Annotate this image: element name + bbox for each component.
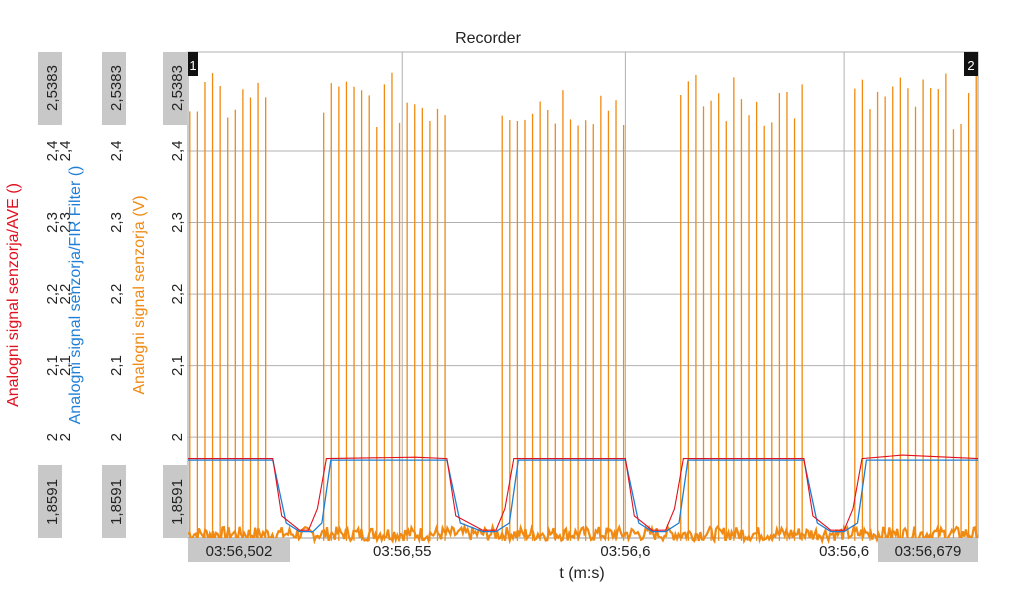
y-tick-label: 2,3: [57, 212, 74, 233]
x-axis-title: t (m:s): [559, 565, 604, 582]
signal-baseline: [187, 522, 978, 545]
plot-y-ticks: 2 2,1 2,2 2,3 2,4: [169, 141, 186, 442]
y-tick-label: 2,3: [169, 212, 186, 233]
y-tick-label: 2,2: [108, 284, 125, 305]
x-start-label: 03:56,502: [206, 543, 273, 560]
y-axis-signal: 2,5383 1,8591 2 2,1 2,2 2,3 2,4 Analogni sig…: [102, 52, 148, 538]
x-tick-label: 03:56,6: [819, 543, 869, 560]
y-axis-fir: 2 2,1 2,2 2,3 2,4 Analogni signal senzorja/F…: [57, 141, 84, 442]
y-tick-label: 2,2: [169, 284, 186, 305]
x-tick-label: 03:56,6: [600, 543, 650, 560]
y-axis-signal-min-box: [102, 465, 126, 538]
series-fir-line: [188, 459, 978, 533]
y-tick-label: 2,1: [108, 355, 125, 376]
y-axis-ave-max-box: [38, 52, 62, 125]
y-tick-label: 2,4: [44, 141, 61, 162]
y-axis-ave-ticks: 2 2,1 2,2 2,3 2,4: [44, 141, 61, 442]
y-axis-fir-ticks: 2 2,1 2,2 2,3 2,4: [57, 141, 74, 442]
cursor-left[interactable]: 1: [188, 52, 198, 76]
y-axis-ave-min-label: 1,8591: [44, 479, 61, 525]
chart-title: Recorder: [455, 30, 521, 47]
x-start-box: [188, 538, 290, 562]
y-axis-ave-title: Analogni signal senzorja/AVE (): [5, 183, 22, 407]
y-tick-label: 2: [108, 433, 125, 441]
y-tick-label: 2: [44, 433, 61, 441]
plot-y-min-box: [163, 465, 187, 538]
y-axis-signal-min-label: 1,8591: [108, 479, 125, 525]
y-tick-label: 2,2: [57, 284, 74, 305]
y-tick-label: 2,1: [57, 355, 74, 376]
y-tick-label: 2,4: [108, 141, 125, 162]
y-axis-signal-title: Analogni signal senzorja (V): [131, 195, 148, 394]
x-end-box: [878, 538, 978, 562]
plot-y-min-label: 1,8591: [169, 479, 186, 525]
y-tick-label: 2,4: [169, 141, 186, 162]
plot-area: [187, 51, 979, 539]
x-end-label: 03:56,679: [895, 543, 962, 560]
y-axis-ave-max-label: 2,5383: [44, 65, 61, 111]
plot-y-axis: 2,5383 1,8591 2 2,1 2,2 2,3 2,4: [163, 52, 187, 538]
y-tick-label: 2,1: [44, 355, 61, 376]
y-axis-signal-ticks: 2 2,1 2,2 2,3 2,4: [108, 141, 125, 442]
y-axis-signal-max-label: 2,5383: [108, 65, 125, 111]
y-tick-label: 2: [169, 433, 186, 441]
y-tick-label: 2,2: [44, 284, 61, 305]
y-axis-ave-min-box: [38, 465, 62, 538]
y-tick-label: 2,4: [57, 141, 74, 162]
y-axis-ave: 2,5383 1,8591 2 2,1 2,2 2,3 2,4 Analogni sig…: [5, 52, 62, 538]
series-ave-line: [188, 454, 979, 531]
y-axis-signal-max-box: [102, 52, 126, 125]
cursor-left-label: 1: [189, 58, 196, 73]
y-tick-label: 2: [57, 433, 74, 441]
x-ticks: 03:56,55 03:56,6 03:56,6: [373, 543, 869, 560]
x-tick-label: 03:56,55: [373, 543, 431, 560]
plot-y-max-label: 2,5383: [169, 65, 186, 111]
cursor-left-marker[interactable]: [188, 52, 198, 76]
y-axis-fir-title: Analogni signal senzorja/FIR Filter (): [67, 166, 84, 425]
series-signal: [187, 72, 978, 545]
y-tick-label: 2,1: [169, 355, 186, 376]
plot-y-max-box: [163, 52, 187, 125]
cursor-right[interactable]: 2: [964, 52, 978, 76]
x-axis: 03:56,502 03:56,679 03:56,55 03:56,6 03:56…: [188, 538, 978, 582]
cursor-right-label: 2: [967, 58, 974, 73]
y-tick-label: 2,3: [108, 212, 125, 233]
cursor-right-marker[interactable]: [964, 52, 978, 76]
y-tick-label: 2,3: [44, 212, 61, 233]
